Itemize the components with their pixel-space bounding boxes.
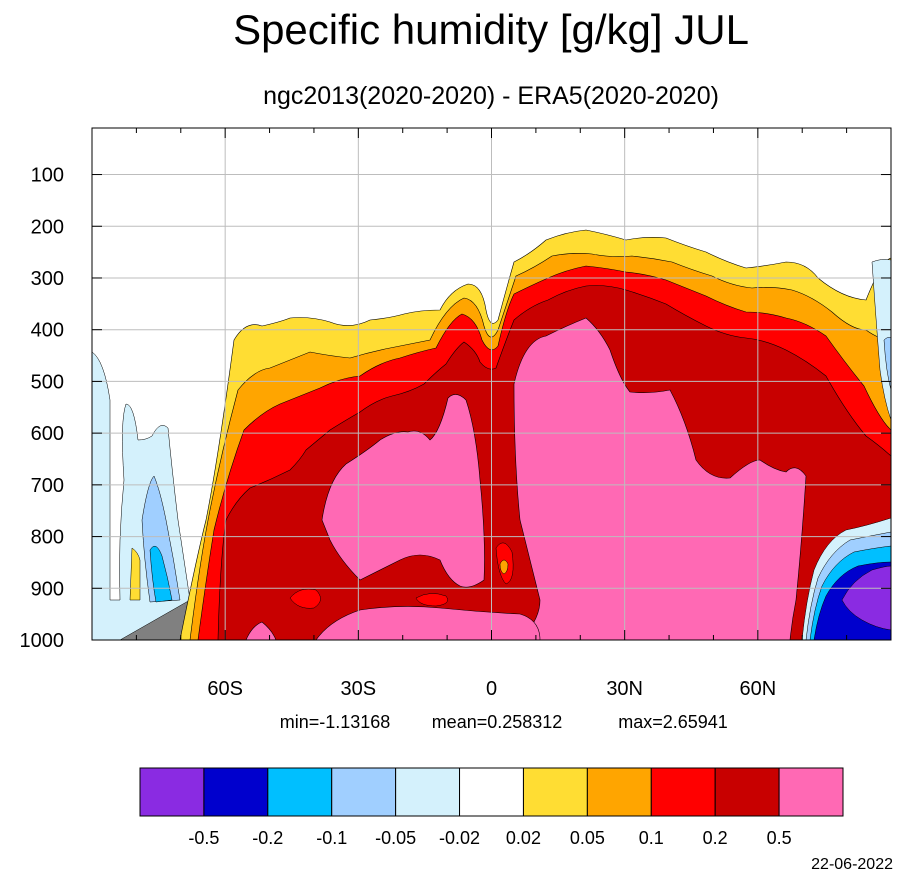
contour-fill-pos01-cell-b — [415, 593, 448, 607]
contour-fill-pos01-cell-a — [289, 588, 321, 609]
y-tick-label: 400 — [31, 320, 64, 342]
y-tick-label: 600 — [31, 423, 64, 445]
contour-fill-pos05-bottomleft — [245, 621, 277, 640]
chart-subtitle: ngc2013(2020-2020) - ERA5(2020-2020) — [263, 82, 719, 110]
colorbar-box — [522, 767, 588, 817]
colorbar-label: 0.5 — [767, 828, 792, 848]
y-tick-label: 900 — [31, 578, 64, 600]
colorbar-box — [331, 767, 397, 817]
colorbar-box — [586, 767, 652, 817]
colorbar: -0.5 -0.2 -0.1 -0.05 -0.02 0.02 0.05 0.1… — [139, 767, 844, 848]
y-tick-label: 200 — [31, 216, 64, 238]
y-tick-label: 100 — [31, 165, 64, 187]
contour-fill-pos05-south — [321, 394, 485, 588]
colorbar-box — [139, 767, 205, 817]
contour-fill-pos05-equator — [513, 317, 807, 640]
contour-fill-neg05-north — [841, 565, 891, 631]
plot-frame — [91, 127, 892, 641]
contour-fill-pos005-cell-c — [499, 559, 509, 575]
colorbar-box — [650, 767, 716, 817]
x-tick-label: 60S — [207, 678, 243, 700]
stat-min: min=-1.13168 — [280, 712, 391, 732]
colorbar-label: -0.1 — [316, 828, 347, 848]
x-tick-label: 30S — [341, 678, 377, 700]
colorbar-label: 0.02 — [506, 828, 541, 848]
colorbar-label: -0.2 — [252, 828, 283, 848]
colorbar-label: 0.05 — [570, 828, 605, 848]
grid-lines — [92, 128, 891, 640]
y-tick-label: 700 — [31, 475, 64, 497]
contour-fill-neg005-top — [883, 337, 891, 391]
colorbar-box — [395, 767, 461, 817]
x-tick-labels: 60S 30S 0 30N 60N — [207, 678, 776, 700]
stat-mean: mean=0.258312 — [432, 712, 563, 732]
y-tick-marks — [92, 174, 891, 641]
y-tick-labels: 100 200 300 400 500 600 700 800 900 1000 — [20, 165, 65, 652]
date-stamp: 22-06-2022 — [811, 856, 893, 873]
y-tick-label: 500 — [31, 371, 64, 393]
stat-max: max=2.65941 — [618, 712, 728, 732]
y-tick-label: 800 — [31, 527, 64, 549]
colorbar-label: -0.05 — [375, 828, 416, 848]
stats-line: min=-1.13168 mean=0.258312 max=2.65941 — [280, 712, 728, 732]
x-tick-marks — [135, 128, 848, 640]
colorbar-box — [459, 767, 524, 817]
colorbar-label: -0.02 — [439, 828, 480, 848]
colorbar-box — [203, 767, 269, 817]
colorbar-label: 0.2 — [703, 828, 728, 848]
colorbar-box — [778, 767, 844, 817]
x-tick-label: 30N — [606, 678, 643, 700]
y-tick-label: 300 — [31, 268, 64, 290]
contour-fill-pos002-small — [129, 547, 141, 601]
contour-fill-neg002-top — [871, 259, 891, 421]
colorbar-box — [267, 767, 333, 817]
colorbar-box — [714, 767, 780, 817]
contour-fill-pos05-bottom — [315, 606, 541, 640]
y-tick-label: 1000 — [20, 630, 65, 652]
colorbar-label: -0.5 — [188, 828, 219, 848]
x-tick-label: 60N — [739, 678, 776, 700]
colorbar-label: 0.1 — [639, 828, 664, 848]
chart-title: Specific humidity [g/kg] JUL — [233, 6, 749, 53]
x-tick-label: 0 — [486, 678, 497, 700]
